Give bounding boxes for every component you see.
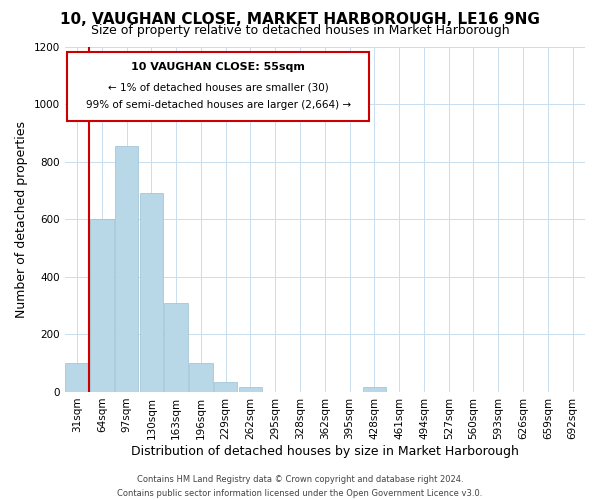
Bar <box>65 363 89 392</box>
Bar <box>140 194 163 392</box>
Text: 10, VAUGHAN CLOSE, MARKET HARBOROUGH, LE16 9NG: 10, VAUGHAN CLOSE, MARKET HARBOROUGH, LE… <box>60 12 540 28</box>
FancyBboxPatch shape <box>67 52 369 121</box>
Y-axis label: Number of detached properties: Number of detached properties <box>15 120 28 318</box>
Bar <box>90 219 113 392</box>
X-axis label: Distribution of detached houses by size in Market Harborough: Distribution of detached houses by size … <box>131 444 519 458</box>
Bar <box>115 146 139 392</box>
Text: Contains HM Land Registry data © Crown copyright and database right 2024.
Contai: Contains HM Land Registry data © Crown c… <box>118 476 482 498</box>
Bar <box>239 387 262 392</box>
Text: 99% of semi-detached houses are larger (2,664) →: 99% of semi-detached houses are larger (… <box>86 100 351 110</box>
Text: ← 1% of detached houses are smaller (30): ← 1% of detached houses are smaller (30) <box>108 83 329 93</box>
Bar <box>214 382 238 392</box>
Text: Size of property relative to detached houses in Market Harborough: Size of property relative to detached ho… <box>91 24 509 37</box>
Bar <box>189 363 213 392</box>
Text: 10 VAUGHAN CLOSE: 55sqm: 10 VAUGHAN CLOSE: 55sqm <box>131 62 305 72</box>
Bar <box>164 302 188 392</box>
Bar <box>362 387 386 392</box>
